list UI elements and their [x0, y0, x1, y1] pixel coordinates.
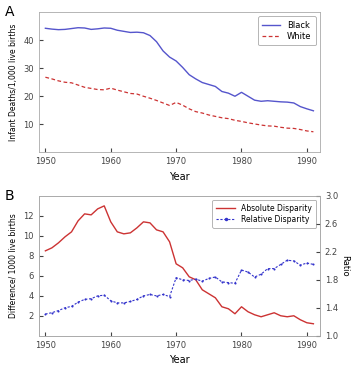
Y-axis label: Ratio: Ratio	[340, 255, 349, 277]
Y-axis label: Difference/ 1000 live births: Difference/ 1000 live births	[9, 213, 18, 318]
X-axis label: Year: Year	[169, 172, 190, 182]
Legend: Absolute Disparity, Relative Disparity: Absolute Disparity, Relative Disparity	[212, 200, 316, 228]
Text: A: A	[5, 5, 15, 19]
Text: B: B	[5, 189, 15, 203]
Y-axis label: Infant Deaths/1,000 live births: Infant Deaths/1,000 live births	[9, 24, 18, 141]
Legend: Black, White: Black, White	[258, 16, 316, 45]
X-axis label: Year: Year	[169, 355, 190, 365]
